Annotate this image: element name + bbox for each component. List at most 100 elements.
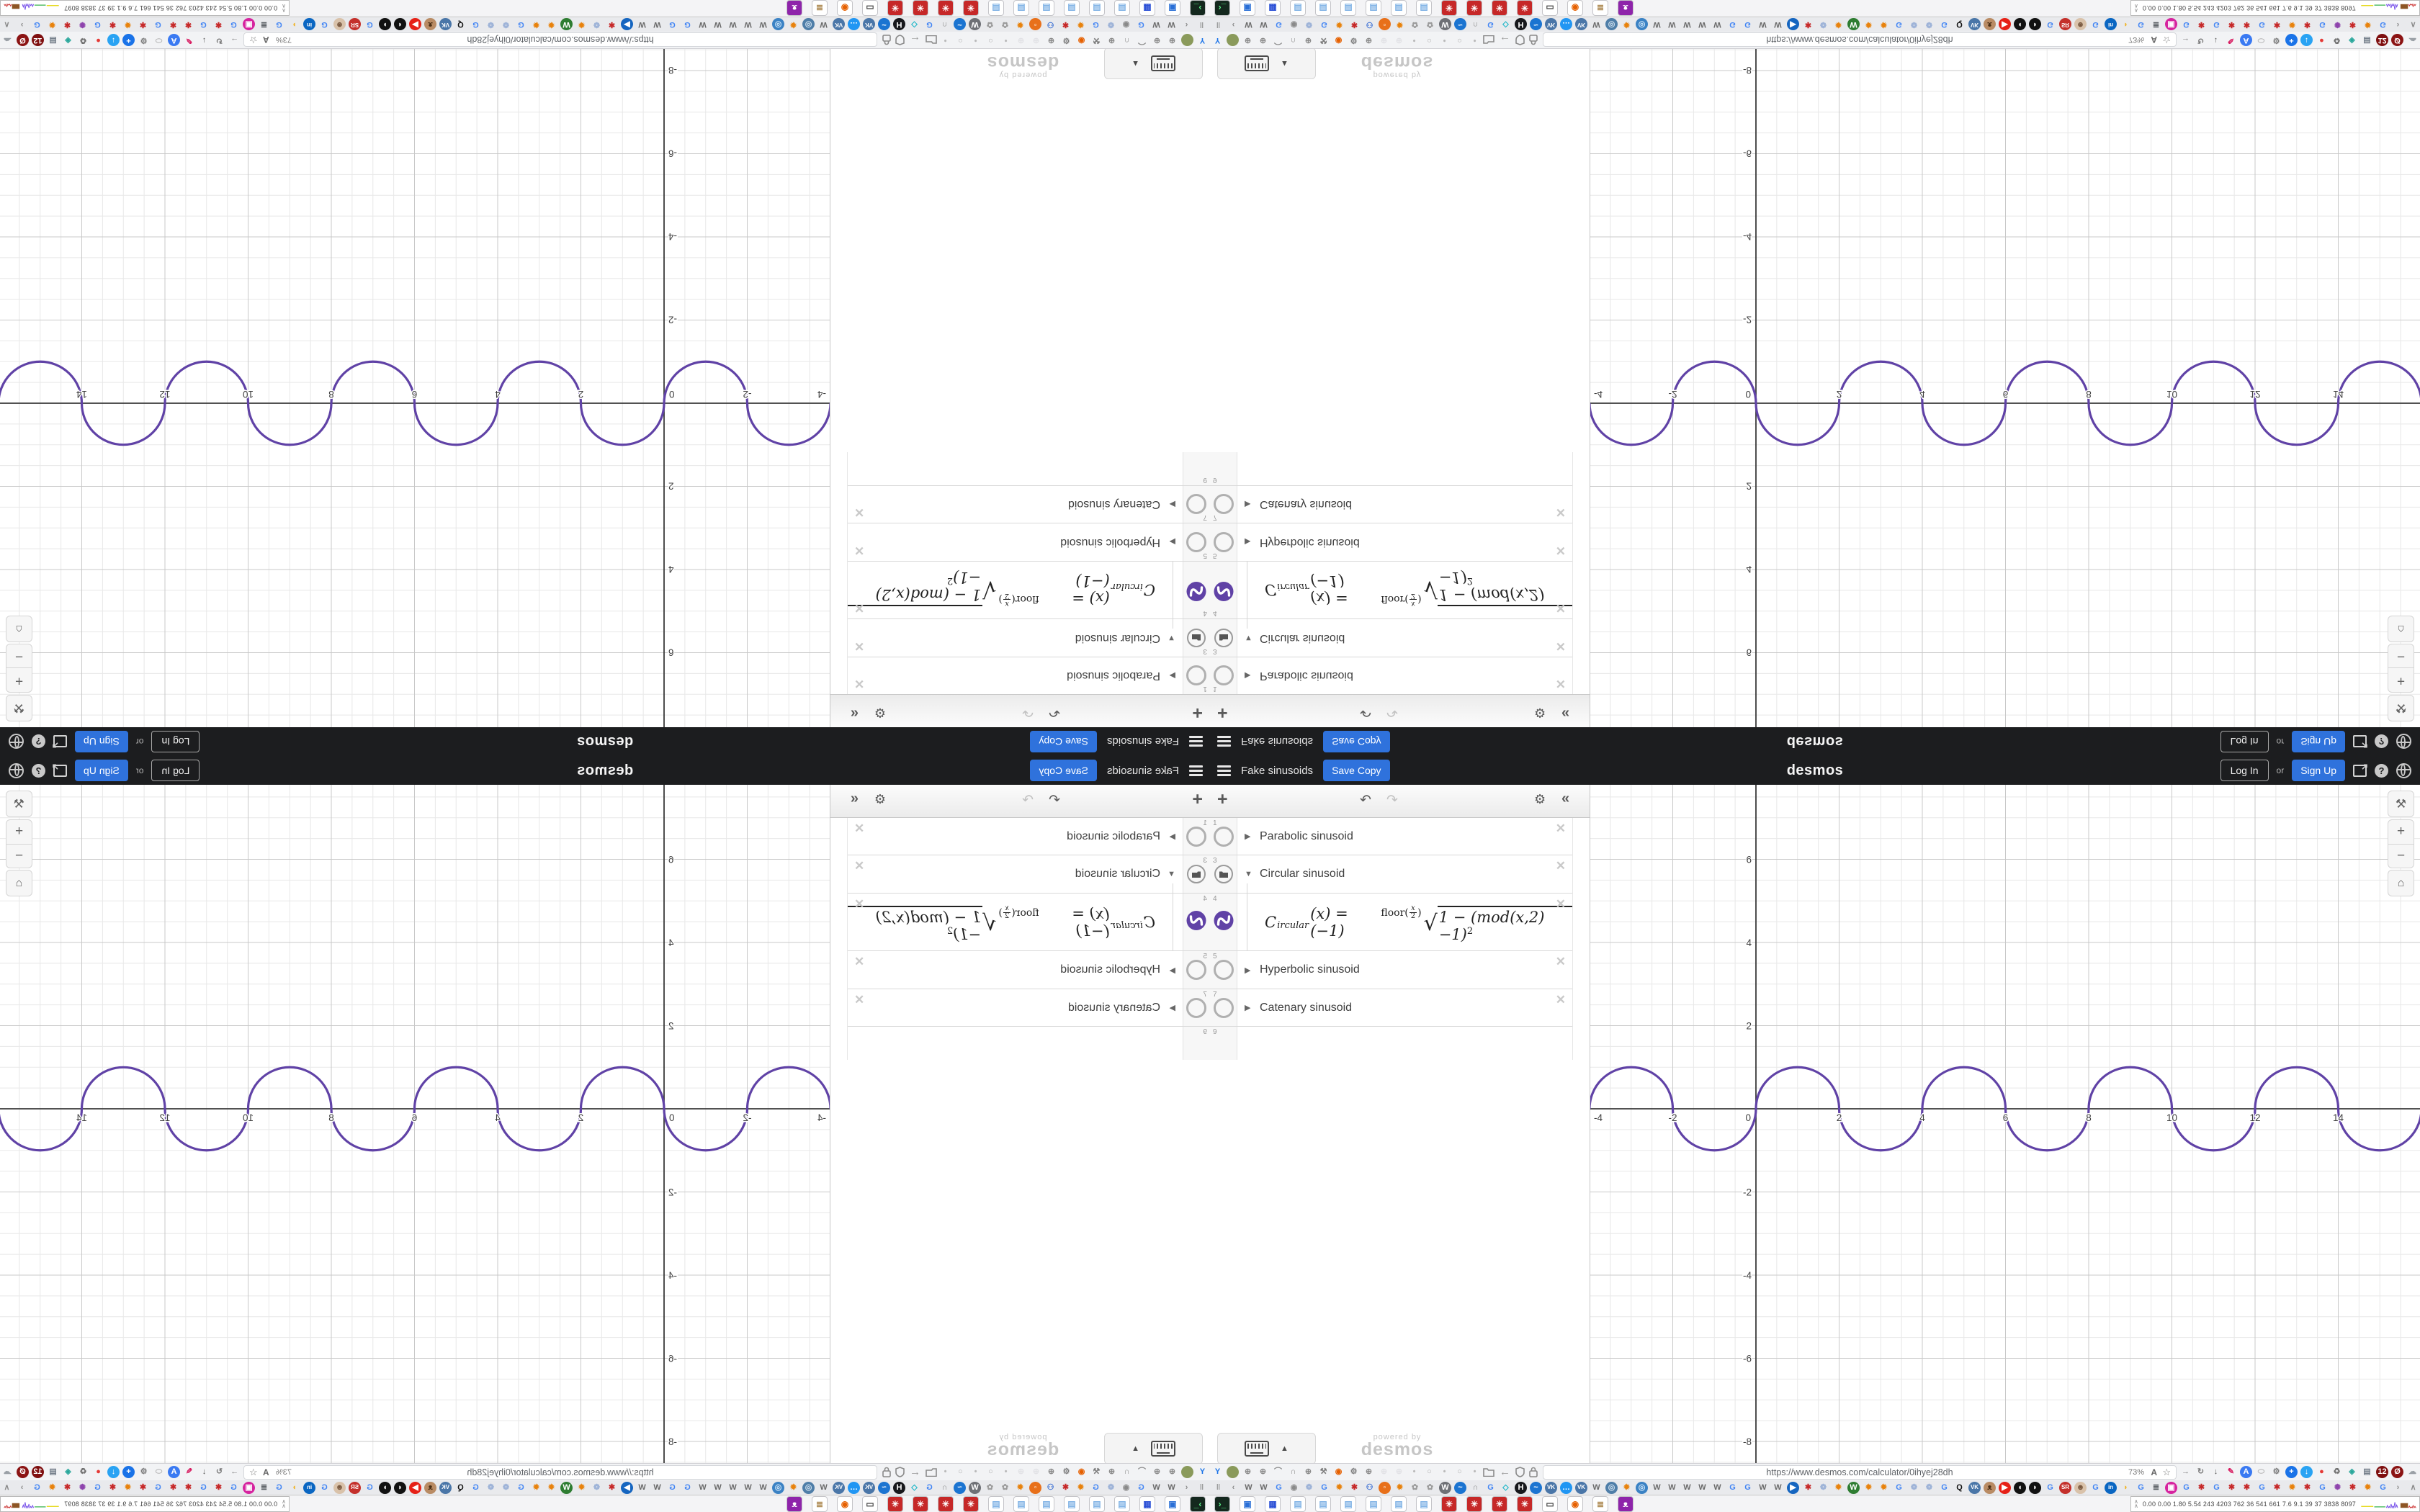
folder-label[interactable]: Catenary sinusoid [1260,1001,1353,1014]
purple-cat-app-icon[interactable]: ᴥ [786,0,802,17]
terminal-app-icon[interactable]: ›_ [1190,0,1206,17]
ghost-extension-icon[interactable]: ⊕ [1395,1467,1403,1476]
favicon[interactable]: ◗ [292,20,297,30]
favicon[interactable]: ❁ [1925,20,1933,30]
list-all-tabs-icon[interactable]: ∧ [4,1482,10,1492]
delete-row-icon[interactable]: ✕ [854,639,865,653]
caret-right-icon[interactable]: ▶ [1245,1004,1251,1012]
gauge-extension-icon[interactable]: ⌒ [1274,1467,1282,1476]
add-expression-button[interactable]: + [1217,703,1228,723]
favicon[interactable]: G [155,1482,161,1492]
favicon[interactable]: ✱ [2349,20,2357,30]
favicon[interactable]: ◎ [802,18,815,31]
expression-row-folder[interactable]: 5 ▶ Hyperbolic sinusoid ✕ [1210,951,1572,989]
favicon[interactable]: G [1321,20,1327,30]
caret-right-icon[interactable]: ▶ [1169,671,1175,680]
red-gear-app-icon[interactable]: ✳ [913,0,928,17]
red-gear-app-icon[interactable]: ✳ [887,1495,903,1512]
favicon[interactable]: ✹ [124,1482,132,1492]
favicon[interactable]: ✹ [578,20,586,30]
tab-dot[interactable]: ○ [1427,36,1432,45]
delete-row-icon[interactable]: ✕ [854,897,865,911]
pencil-extension-icon[interactable]: ✎ [185,1467,193,1476]
reader-mode-icon[interactable]: A [263,35,269,45]
gear-extension-icon[interactable]: ⚙ [2272,1467,2280,1476]
notepad-app-icon[interactable]: ▤ [1416,0,1432,17]
firefox-app-icon[interactable]: ◉ [1567,0,1583,17]
favicon[interactable]: W [560,1481,573,1494]
caret-right-icon[interactable]: ▶ [1169,537,1175,546]
folder-label[interactable]: Catenary sinusoid [1067,1001,1160,1014]
blocker-extension-icon[interactable]: Ø [2391,34,2403,46]
redo-icon[interactable]: ↷ [1022,704,1034,719]
favicon[interactable]: ❁ [502,1482,510,1492]
favicon[interactable]: W [1698,1482,1706,1492]
add-expression-button[interactable]: + [1192,789,1203,809]
row-gutter[interactable]: 9 [1183,1027,1210,1060]
row-gutter[interactable]: 7 [1210,486,1237,523]
folder-label[interactable]: Parabolic sinusoid [1260,670,1353,683]
profile-avatar[interactable] [1181,34,1193,46]
favicon[interactable]: ⚇ [1047,20,1054,30]
page-zoom-level[interactable]: 73% [276,35,292,45]
caret-right-icon[interactable]: ▶ [1245,832,1251,841]
favicon[interactable]: ✱ [109,20,117,30]
favicon[interactable]: ✹ [1865,1482,1873,1492]
graph-paper[interactable]: -4 -2 2 4 6 8 10 12 14 -8 -6 -4 -2 2 4 6 0 ⚒ + − ⌂ [0,785,830,1463]
display-app-icon[interactable]: ▣ [1165,1495,1180,1512]
translate-extension-icon[interactable]: A [168,1466,180,1478]
favicon[interactable]: G [1729,1482,1736,1492]
favicon[interactable]: VK [439,18,452,31]
gear-extension-icon[interactable]: ⚙ [1062,36,1070,45]
purple-cat-app-icon[interactable]: ᴥ [786,1495,802,1512]
curve-color-icon[interactable] [1187,579,1206,602]
favicon[interactable]: VK [1545,1481,1557,1494]
script-app-icon[interactable]: ≣ [1592,0,1608,17]
forward-icon[interactable]: → [230,1467,238,1476]
language-globe-icon[interactable] [2396,762,2411,778]
back-icon[interactable]: ← [910,1466,920,1478]
favicon[interactable]: VK [1575,18,1587,31]
favicon[interactable]: ◗ [2123,1482,2128,1492]
favicon[interactable]: ≣ [260,20,268,30]
delete-row-icon[interactable]: ✕ [854,505,865,519]
favicon[interactable]: ❁ [502,20,510,30]
favicon[interactable]: G [1487,20,1494,30]
folder-circle-icon[interactable] [1186,665,1207,686]
page-zoom-level[interactable]: 73% [2128,35,2144,45]
trash-extension-icon[interactable]: ♻ [2333,36,2341,45]
favicon[interactable]: G [2259,20,2265,30]
folder-label[interactable]: Parabolic sinusoid [1067,670,1160,683]
delete-row-icon[interactable]: ✕ [1555,897,1566,911]
favicon[interactable]: G [230,1482,237,1492]
firefox-icon[interactable]: ◉ [1077,1467,1085,1476]
ghost-extension-icon[interactable]: ⊕ [1395,36,1403,45]
favicon[interactable]: ~ [954,18,966,31]
favicon[interactable]: G [1487,1482,1494,1492]
magnet-extension-icon[interactable]: ∩ [1124,1467,1130,1476]
gear-extension-icon[interactable]: ⚙ [1350,1467,1358,1476]
blue-download-extension-icon[interactable]: ↓ [2300,34,2313,46]
display-app-icon[interactable]: ▣ [1165,0,1180,17]
favicon[interactable]: G [155,20,161,30]
firefox-app-icon[interactable]: ◉ [837,1495,853,1512]
folder-circle-icon[interactable] [1213,997,1234,1018]
favicon[interactable]: G [2138,20,2144,30]
favicon[interactable]: ✹ [1396,1482,1404,1492]
favicon[interactable]: ✱ [139,20,147,30]
globe-extension-icon[interactable]: ⊕ [1304,1467,1312,1476]
expand-overlay-icon[interactable]: ∧ ∧ [2134,1498,2138,1509]
address-bar[interactable]: https://www.desmos.com/calculator/0ihyej… [1543,1464,2177,1480]
archive-extension-icon[interactable]: ▤ [2363,1467,2371,1476]
favicon[interactable]: ❁ [593,20,601,30]
favicon[interactable]: G [1276,20,1282,30]
recorder-extension-icon[interactable]: ● [2319,1467,2324,1476]
default-viewport-home-button[interactable]: ⌂ [6,616,32,642]
favicon[interactable]: ▶ [621,1481,633,1494]
favicon[interactable]: G [34,1482,40,1492]
globe-extension-icon[interactable]: ⊕ [1365,36,1373,45]
expand-overlay-icon[interactable]: ∧ ∧ [282,1498,286,1509]
favicon[interactable]: ❁ [487,20,495,30]
favicon[interactable]: VK [833,1481,845,1494]
zoom-out-button[interactable]: − [2396,649,2406,665]
